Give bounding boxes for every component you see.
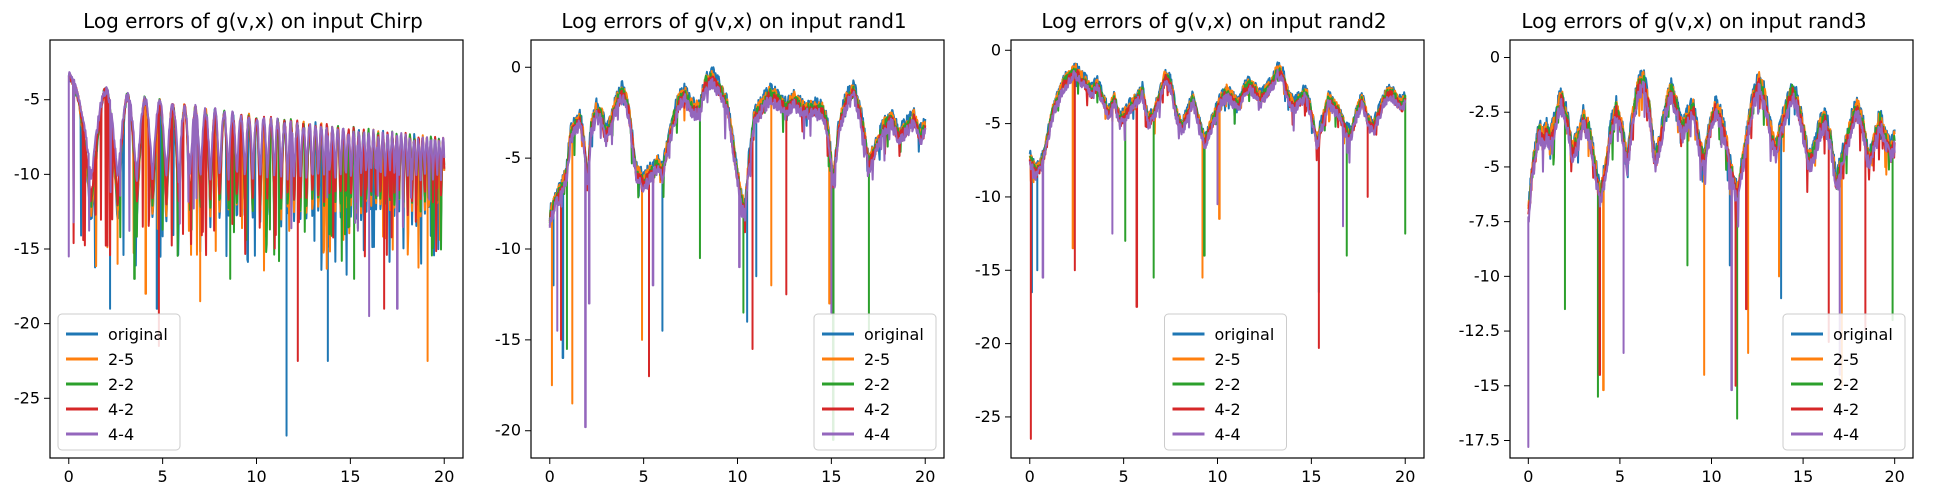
x-tick-label: 5 [158,467,168,486]
panel-chirp: Log errors of g(v,x) on input Chirp 0 5 10… [14,9,464,486]
chart-title: Log errors of g(v,x) on input rand3 [1521,9,1866,33]
y-tick-label: -25 [975,407,1001,426]
chart-title: Log errors of g(v,x) on input rand1 [561,9,906,33]
y-tick-label: -10 [1474,266,1500,285]
y-tick-label: 0 [511,57,521,76]
legend: original 2-5 2-2 4-2 4-4 [1782,313,1906,451]
legend-label: 2-5 [1833,350,1859,369]
plot-area [67,71,446,437]
y-tick-label: -15 [14,239,40,258]
x-tick-label: 10 [1207,467,1227,486]
y-tick-label: -17.5 [1459,430,1500,449]
series-line-4-4 [1028,68,1407,279]
legend-label: 2-2 [864,375,890,394]
series-line-4-4 [67,71,446,318]
x-tick-label: 0 [1025,467,1035,486]
y-tick-label: -25 [14,388,40,407]
legend-box [813,313,937,451]
y-tick-label: -2.5 [1469,102,1500,121]
legend: original 2-5 2-2 4-2 4-4 [1164,313,1287,451]
x-tick-label: 5 [639,467,649,486]
x-tick-label: 10 [246,467,266,486]
legend-label: original [864,325,924,344]
legend-box [1164,313,1287,451]
legend-label: 4-4 [864,425,890,444]
chart-title: Log errors of g(v,x) on input Chirp [83,9,423,33]
x-tick-label: 20 [915,467,935,486]
x-tick-label: 15 [1301,467,1321,486]
legend: original 2-5 2-2 4-2 4-4 [813,313,937,451]
y-tick-label: -10 [975,187,1001,206]
legend-label: 2-2 [1215,375,1241,394]
x-tick-label: 5 [1615,467,1625,486]
series-line-4-4 [1527,80,1896,449]
plot-area [1028,61,1407,440]
legend: original 2-5 2-2 4-2 4-4 [57,313,181,451]
legend-label: 4-2 [1833,400,1859,419]
legend-label: 4-4 [1215,425,1241,444]
x-tick-label: 20 [1885,467,1905,486]
legend-label: 4-2 [864,400,890,419]
legend-label: original [1215,325,1275,344]
legend-label: 4-4 [1833,425,1859,444]
legend-label: 4-4 [108,425,134,444]
panel-rand3: Log errors of g(v,x) on input rand3 0 5 10… [1459,9,1914,486]
legend-label: original [108,325,168,344]
y-tick-label: -10 [495,239,521,258]
y-tick-label: -5 [1484,157,1500,176]
y-tick-label: 0 [991,40,1001,59]
panel-rand2: Log errors of g(v,x) on input rand2 0 5 10… [975,9,1425,486]
legend-label: 2-5 [108,350,134,369]
legend-label: original [1833,325,1893,344]
legend-label: 4-2 [1215,400,1241,419]
y-tick-label: -5 [505,148,521,167]
series-line-4-2 [548,75,927,378]
y-tick-label: -20 [975,334,1001,353]
plot-area [548,66,927,441]
y-tick-label: -10 [14,164,40,183]
y-tick-label: -15 [975,260,1001,279]
x-tick-label: 0 [1523,467,1533,486]
x-tick-label: 15 [340,467,360,486]
series-line-4-4 [548,77,927,429]
x-tick-label: 0 [545,467,555,486]
legend-label: 2-2 [1833,375,1859,394]
x-tick-label: 10 [1701,467,1721,486]
y-tick-label: -20 [14,314,40,333]
y-tick-label: -7.5 [1469,212,1500,231]
x-tick-label: 15 [821,467,841,486]
legend-box [57,313,181,451]
x-tick-label: 5 [1119,467,1129,486]
x-tick-label: 20 [434,467,454,486]
chart-title: Log errors of g(v,x) on input rand2 [1041,9,1386,33]
panel-rand1: Log errors of g(v,x) on input rand1 0 5 10… [495,9,945,486]
legend-label: 2-5 [864,350,890,369]
y-tick-label: -5 [985,114,1001,133]
x-tick-label: 15 [1793,467,1813,486]
legend-label: 2-5 [1215,350,1241,369]
x-tick-label: 10 [727,467,747,486]
y-tick-label: 0 [1490,48,1500,67]
y-tick-label: -15 [495,330,521,349]
legend-label: 4-2 [108,400,134,419]
y-tick-label: -12.5 [1459,321,1500,340]
plot-area [1527,69,1896,449]
y-tick-label: -5 [24,90,40,109]
y-tick-label: -15 [1474,376,1500,395]
y-tick-label: -20 [495,421,521,440]
legend-label: 2-2 [108,375,134,394]
legend-box [1782,313,1906,451]
x-tick-label: 20 [1395,467,1415,486]
x-tick-label: 0 [64,467,74,486]
